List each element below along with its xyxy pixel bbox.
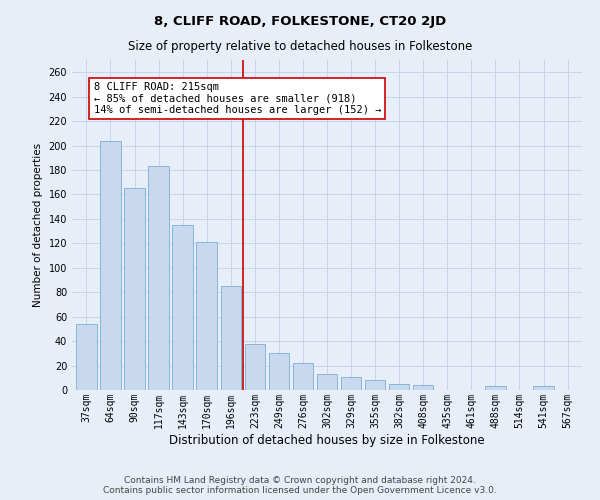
Bar (245, 344, 265, 390)
Y-axis label: Number of detached properties: Number of detached properties (33, 143, 43, 307)
Bar (76, 324, 97, 390)
Bar (124, 188, 145, 390)
Bar (389, 384, 409, 390)
Text: 8 CLIFF ROAD: 215sqm
← 85% of detached houses are smaller (918)
14% of semi-deta: 8 CLIFF ROAD: 215sqm ← 85% of detached h… (94, 82, 381, 115)
Bar (533, 386, 554, 390)
Bar (221, 286, 241, 390)
Bar (317, 374, 337, 390)
X-axis label: Distribution of detached houses by size in Folkestone: Distribution of detached houses by size … (169, 434, 485, 446)
Text: 8, CLIFF ROAD, FOLKESTONE, CT20 2JD: 8, CLIFF ROAD, FOLKESTONE, CT20 2JD (154, 15, 446, 28)
Bar (269, 354, 289, 390)
Bar (148, 166, 169, 390)
Bar (100, 140, 121, 390)
Text: Contains HM Land Registry data © Crown copyright and database right 2024.
Contai: Contains HM Land Registry data © Crown c… (103, 476, 497, 495)
Bar (341, 376, 361, 390)
Bar (172, 225, 193, 390)
Text: Size of property relative to detached houses in Folkestone: Size of property relative to detached ho… (128, 40, 472, 53)
Bar (365, 380, 385, 390)
Bar (413, 385, 433, 390)
Bar (485, 386, 506, 390)
Bar (293, 363, 313, 390)
Bar (196, 242, 217, 390)
